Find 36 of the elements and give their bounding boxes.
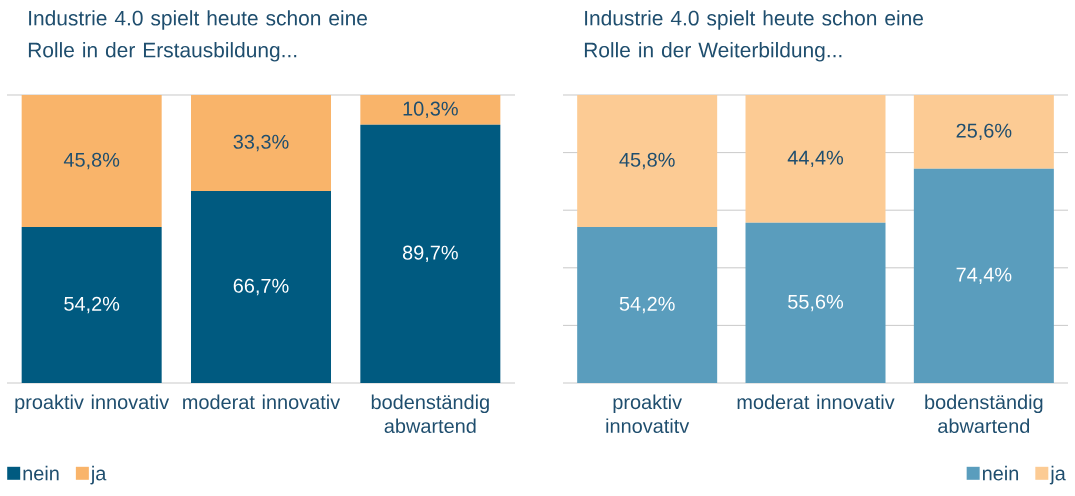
x-tick-label: moderat innovativ bbox=[737, 394, 895, 410]
bar bbox=[360, 95, 501, 125]
data-label: 10,3% bbox=[403, 101, 458, 119]
data-label: 89,7% bbox=[402, 245, 458, 263]
data-label: 74,4% bbox=[956, 267, 1012, 285]
legend-label: nein bbox=[23, 465, 59, 481]
data-label: 33,3% bbox=[233, 134, 289, 152]
legend-label: ja bbox=[90, 465, 107, 485]
x-tick-label: bodenständig abwartend bbox=[925, 394, 1043, 434]
bar bbox=[191, 95, 331, 191]
data-label: 54,2% bbox=[619, 296, 675, 314]
bar bbox=[913, 168, 1054, 383]
bar bbox=[360, 124, 501, 383]
bar bbox=[913, 95, 1054, 169]
data-label: 66,7% bbox=[233, 278, 289, 296]
data-label: 45,8% bbox=[63, 152, 120, 170]
bar bbox=[21, 95, 162, 227]
bar bbox=[577, 95, 718, 227]
x-tick-label: bodenständig abwartend bbox=[371, 394, 489, 434]
bar bbox=[745, 222, 886, 383]
bar bbox=[21, 226, 162, 383]
chart-title: Industrie 4.0 spielt heute schon eine Rolle in der Weiterbildung... bbox=[584, 10, 923, 62]
data-label: 25,6% bbox=[956, 123, 1012, 141]
data-label: 44,4% bbox=[787, 150, 844, 168]
data-label: 45,8% bbox=[619, 152, 675, 170]
bar bbox=[191, 190, 331, 383]
bar bbox=[745, 95, 886, 223]
x-tick-label: proaktiv innovatitv bbox=[606, 394, 690, 434]
bar bbox=[577, 226, 718, 383]
data-label: 54,2% bbox=[64, 296, 120, 314]
x-tick-label: moderat innovativ bbox=[183, 394, 341, 410]
legend-label: nein bbox=[982, 465, 1019, 481]
legend-label: ja bbox=[1049, 465, 1066, 485]
x-tick-label: proaktiv innovativ bbox=[15, 394, 170, 414]
data-label: 55,6% bbox=[788, 294, 844, 312]
chart-title: Industrie 4.0 spielt heute schon eine Rolle in der Erstausbildung... bbox=[28, 10, 367, 62]
